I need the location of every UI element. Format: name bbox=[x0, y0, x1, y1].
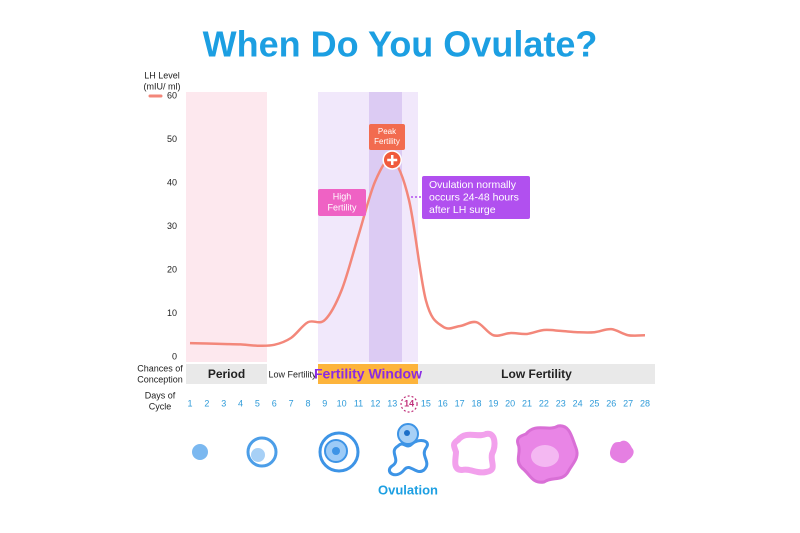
annotation-text: Peak bbox=[378, 127, 397, 136]
annotation-box bbox=[318, 189, 366, 216]
x-tick-label: 2 bbox=[204, 398, 209, 408]
y-tick-label: 60 bbox=[167, 90, 177, 100]
x-tick-label: 26 bbox=[606, 398, 616, 408]
x-tick-label: 20 bbox=[505, 398, 515, 408]
annotation-text: High bbox=[333, 191, 352, 201]
conception-low bbox=[267, 364, 318, 384]
x-tick-label: 27 bbox=[623, 398, 633, 408]
y-tick-label: 10 bbox=[167, 308, 177, 318]
y-tick-label: 0 bbox=[172, 351, 177, 361]
icon bbox=[332, 447, 340, 455]
annotation-box bbox=[422, 176, 530, 219]
highlight-day bbox=[400, 395, 418, 413]
x-tick-label: 14 bbox=[404, 398, 414, 408]
icon-label: Ovulation bbox=[378, 482, 438, 497]
x-tick-label: 28 bbox=[640, 398, 650, 408]
x-tick-label: 9 bbox=[322, 398, 327, 408]
icon bbox=[251, 448, 265, 462]
conception-label: Conception bbox=[137, 374, 183, 384]
x-tick-label: 7 bbox=[289, 398, 294, 408]
period-band bbox=[186, 92, 267, 362]
x-tick-label: 8 bbox=[305, 398, 310, 408]
phase-label: Low Fertility bbox=[501, 367, 572, 381]
x-tick-label: 1 bbox=[187, 398, 192, 408]
icon bbox=[451, 430, 498, 476]
y-tick-label: 40 bbox=[167, 177, 177, 187]
x-tick-label: 21 bbox=[522, 398, 532, 408]
x-tick-label: 16 bbox=[438, 398, 448, 408]
y-tick-label: 50 bbox=[167, 134, 177, 144]
peak-plus bbox=[387, 154, 398, 165]
x-tick-label: 24 bbox=[573, 398, 583, 408]
x-tick-label: 23 bbox=[556, 398, 566, 408]
icon bbox=[610, 440, 634, 464]
annotation-text: occurs 24-48 hours bbox=[429, 191, 519, 203]
x-tick-label: 25 bbox=[589, 398, 599, 408]
x-tick-label: 18 bbox=[471, 398, 481, 408]
lh-line bbox=[189, 158, 646, 348]
annotation-text: Fertility bbox=[328, 202, 357, 212]
conception-window bbox=[318, 364, 418, 384]
annotation-text: Fertility bbox=[374, 137, 400, 146]
x-tick-label: 4 bbox=[238, 398, 243, 408]
x-tick-label: 13 bbox=[387, 398, 397, 408]
y-axis-label: (mIU/ ml) bbox=[144, 81, 181, 91]
x-tick-label: 12 bbox=[370, 398, 380, 408]
cycle-icons bbox=[192, 423, 634, 484]
y-axis-label: LH Level bbox=[144, 70, 180, 80]
chart-title: When Do You Ovulate? bbox=[203, 24, 598, 65]
x-tick-label: 10 bbox=[337, 398, 347, 408]
annotation-text: Ovulation normally bbox=[429, 179, 517, 191]
x-tick-label: 5 bbox=[255, 398, 260, 408]
x-tick-label: 6 bbox=[272, 398, 277, 408]
conception-label: Chances of bbox=[137, 363, 183, 373]
icon bbox=[404, 430, 410, 436]
x-tick-label: 22 bbox=[539, 398, 549, 408]
x-tick-label: 19 bbox=[488, 398, 498, 408]
x-axis-label: Cycle bbox=[149, 401, 172, 411]
x-axis-label: Days of bbox=[145, 390, 176, 400]
icon bbox=[192, 444, 208, 460]
x-tick-label: 17 bbox=[455, 398, 465, 408]
x-tick-label: 3 bbox=[221, 398, 226, 408]
phase-label: Low Fertility bbox=[268, 369, 317, 379]
y-tick-label: 30 bbox=[167, 221, 177, 231]
annotation-text: after LH surge bbox=[429, 204, 496, 216]
x-tick-label: 11 bbox=[354, 398, 363, 408]
phase-label: Period bbox=[208, 367, 245, 381]
x-tick-label: 15 bbox=[421, 398, 431, 408]
annotation-box bbox=[369, 124, 405, 150]
phase-label: Fertility Window bbox=[314, 366, 422, 382]
y-tick-label: 20 bbox=[167, 264, 177, 274]
icon bbox=[531, 445, 559, 467]
